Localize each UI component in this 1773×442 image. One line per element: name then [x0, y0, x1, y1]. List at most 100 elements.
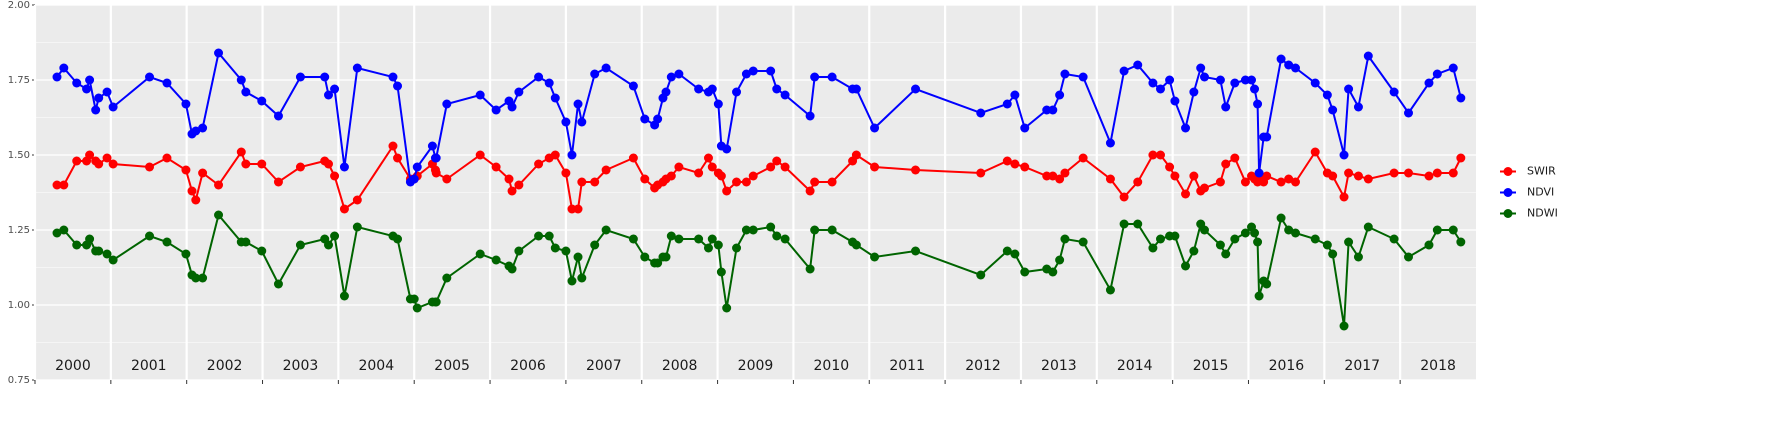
data-point	[52, 228, 62, 238]
data-point	[590, 177, 600, 187]
data-point	[1247, 75, 1257, 85]
data-point	[504, 174, 514, 184]
data-point	[1060, 168, 1070, 178]
data-point	[427, 141, 437, 151]
data-point	[91, 105, 101, 115]
data-point	[1189, 246, 1199, 256]
y-tick-label: 0.75	[8, 375, 30, 386]
data-point	[870, 123, 880, 133]
data-point	[590, 69, 600, 79]
data-point	[1456, 153, 1466, 163]
data-point	[1404, 108, 1414, 118]
data-point	[748, 66, 758, 76]
data-point	[514, 180, 524, 190]
data-point	[409, 174, 419, 184]
data-point	[1055, 90, 1065, 100]
x-tick-label: 2003	[283, 358, 319, 374]
data-point	[241, 159, 251, 169]
data-point	[1424, 171, 1434, 181]
x-tick-label: 2013	[1041, 358, 1077, 374]
data-point	[911, 246, 921, 256]
data-point	[1339, 321, 1349, 331]
data-point	[1389, 234, 1399, 244]
data-point	[1215, 240, 1225, 250]
data-point	[85, 150, 95, 160]
data-point	[707, 162, 717, 172]
y-tick-label: 1.00	[8, 300, 30, 311]
data-point	[1181, 189, 1191, 199]
data-point	[191, 273, 201, 283]
data-point	[851, 150, 861, 160]
data-point	[214, 210, 224, 220]
x-tick-label: 2001	[131, 358, 167, 374]
data-point	[1250, 228, 1260, 238]
data-point	[339, 291, 349, 301]
x-tick-label: 2015	[1193, 358, 1229, 374]
data-point	[1221, 249, 1231, 259]
data-point	[716, 171, 726, 181]
data-point	[295, 72, 305, 82]
data-point	[295, 162, 305, 172]
data-point	[674, 69, 684, 79]
data-point	[1010, 90, 1020, 100]
data-point	[352, 222, 362, 232]
data-point	[1328, 105, 1338, 115]
data-point	[236, 75, 246, 85]
legend-marker	[1503, 188, 1513, 197]
data-point	[1148, 243, 1158, 253]
data-point	[1262, 132, 1272, 142]
data-point	[1284, 60, 1294, 70]
data-point	[191, 195, 201, 205]
data-point	[1262, 279, 1272, 289]
data-point	[550, 93, 560, 103]
data-point	[694, 84, 704, 94]
data-point	[1105, 174, 1115, 184]
data-point	[827, 72, 837, 82]
data-point	[273, 279, 283, 289]
data-point	[741, 177, 751, 187]
data-point	[393, 234, 403, 244]
data-point	[640, 174, 650, 184]
data-point	[870, 162, 880, 172]
data-point	[214, 48, 224, 58]
data-point	[561, 246, 571, 256]
data-point	[257, 159, 267, 169]
data-point	[810, 225, 820, 235]
x-tick-label: 2005	[434, 358, 470, 374]
data-point	[431, 153, 441, 163]
data-point	[324, 90, 334, 100]
data-point	[162, 153, 172, 163]
data-point	[102, 87, 112, 97]
data-point	[507, 264, 517, 274]
data-point	[1048, 267, 1058, 277]
data-point	[162, 78, 172, 88]
data-point	[1254, 291, 1264, 301]
data-point	[780, 234, 790, 244]
data-point	[601, 63, 611, 73]
data-point	[507, 186, 517, 196]
data-point	[1170, 171, 1180, 181]
data-point	[1020, 267, 1030, 277]
data-point	[85, 75, 95, 85]
data-point	[324, 159, 334, 169]
x-tick-label: 2007	[586, 358, 622, 374]
data-point	[257, 96, 267, 106]
data-point	[1363, 222, 1373, 232]
x-tick-label: 2004	[358, 358, 394, 374]
data-point	[1002, 156, 1012, 166]
data-point	[748, 225, 758, 235]
data-point	[1119, 192, 1129, 202]
data-point	[911, 165, 921, 175]
data-point	[1119, 66, 1129, 76]
data-point	[214, 180, 224, 190]
data-point	[94, 246, 104, 256]
data-point	[1448, 168, 1458, 178]
data-point	[330, 231, 340, 241]
data-point	[601, 165, 611, 175]
data-point	[1424, 78, 1434, 88]
data-point	[827, 177, 837, 187]
data-point	[352, 195, 362, 205]
data-point	[640, 252, 650, 262]
data-point	[1020, 123, 1030, 133]
data-point	[1105, 285, 1115, 295]
